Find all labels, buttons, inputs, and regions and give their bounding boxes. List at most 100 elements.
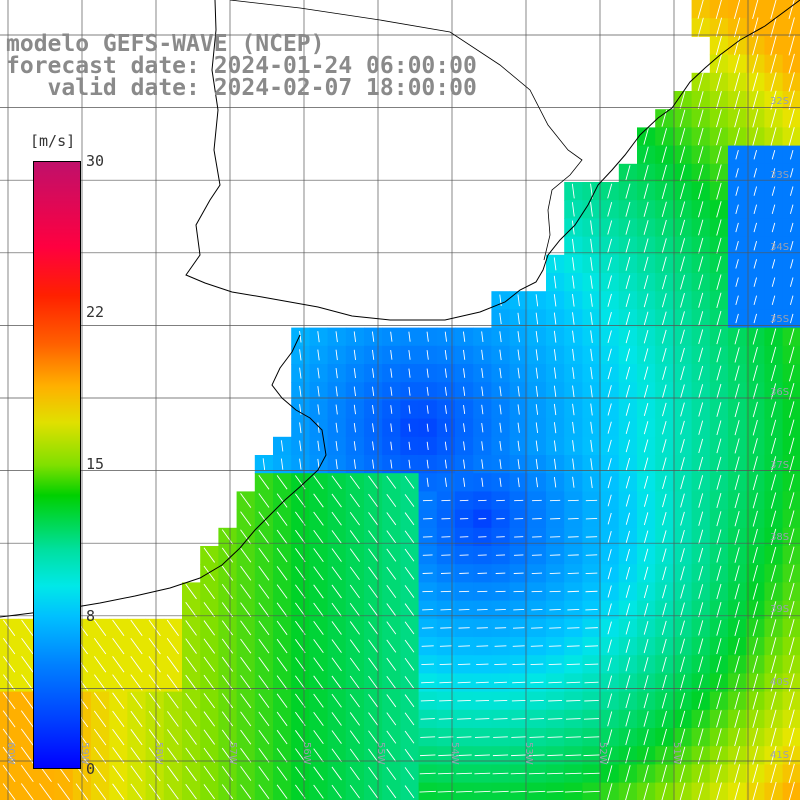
wind-arrow: [734, 764, 741, 783]
wind-arrow: [572, 330, 575, 343]
wind-arrow: [390, 368, 393, 378]
wind-arrow: [789, 168, 794, 178]
wind-arrow: [572, 367, 575, 379]
wind-arrow: [698, 420, 704, 435]
wind-arrow: [771, 277, 776, 287]
wind-arrow: [294, 784, 306, 799]
wind-arrow: [661, 584, 667, 599]
wind-arrow: [368, 639, 379, 653]
wind-arrow: [335, 349, 338, 361]
wind-arrow: [643, 566, 649, 580]
wind-arrow: [752, 127, 759, 146]
wind-arrow: [770, 510, 777, 527]
wind-arrow: [2, 783, 16, 800]
wind-arrow: [661, 183, 667, 199]
wind-arrow: [716, 583, 722, 600]
wind-arrow: [353, 404, 356, 415]
wind-arrow: [752, 547, 758, 564]
wind-arrow: [583, 754, 600, 757]
wind-arrow: [752, 474, 758, 491]
wind-arrow: [372, 368, 375, 378]
wind-arrow: [368, 548, 379, 562]
wind-arrow: [517, 386, 520, 397]
wind-arrow: [734, 547, 740, 563]
wind-arrow: [426, 477, 429, 487]
wind-arrow: [390, 441, 393, 451]
forecast-date: forecast date: 2024-01-24 06:00:00: [6, 53, 477, 79]
wind-arrow: [662, 457, 667, 471]
wind-arrow: [221, 602, 234, 618]
wind-arrow: [517, 404, 520, 415]
wind-arrow: [752, 0, 759, 20]
wind-arrow: [386, 785, 397, 799]
wind-arrow: [625, 783, 631, 800]
colorbar-tick-8: 8: [86, 607, 96, 625]
wind-arrow: [698, 384, 704, 399]
wind-arrow: [643, 220, 649, 235]
wind-arrow: [221, 529, 234, 545]
wind-arrow: [716, 656, 722, 673]
wind-arrow: [572, 421, 575, 434]
wind-arrow: [553, 312, 557, 325]
wind-arrow: [607, 711, 613, 727]
wind-arrow: [571, 257, 575, 271]
wind-arrow: [148, 783, 161, 800]
wind-arrow: [734, 710, 740, 728]
wind-arrow: [535, 385, 539, 397]
wind-arrow: [390, 459, 393, 469]
wind-arrow: [583, 772, 600, 775]
wind-arrow: [390, 386, 393, 396]
wind-arrow: [716, 692, 722, 710]
wind-arrow: [331, 639, 342, 653]
lon-label-58w: 58W: [153, 742, 164, 765]
wind-arrow: [679, 146, 686, 164]
wind-arrow: [240, 675, 252, 690]
wind-arrow: [529, 754, 545, 757]
wind-arrow: [625, 201, 631, 217]
wind-arrow: [258, 729, 270, 745]
wind-arrow: [625, 494, 631, 507]
wind-arrow: [770, 90, 777, 110]
wind-arrow: [789, 419, 795, 436]
wind-arrow: [313, 584, 324, 599]
wind-arrow: [752, 528, 758, 545]
wind-arrow: [789, 240, 794, 251]
wind-arrow: [444, 368, 447, 378]
wind-arrow: [770, 691, 777, 710]
river-plate-coast: [0, 334, 327, 618]
wind-arrow: [733, 0, 741, 20]
wind-arrow: [517, 422, 520, 433]
wind-arrow: [335, 459, 338, 470]
wind-arrow: [349, 712, 360, 726]
wind-arrow: [475, 718, 490, 720]
wind-arrow: [530, 645, 543, 647]
wind-arrow: [2, 764, 16, 783]
wind-arrow: [512, 681, 526, 684]
wind-arrow: [643, 165, 649, 181]
wind-arrow: [698, 292, 704, 308]
wind-arrow: [419, 790, 436, 793]
wind-arrow: [240, 784, 252, 800]
wind-arrow: [770, 619, 777, 637]
wind-arrow: [404, 566, 415, 580]
wind-arrow: [698, 511, 704, 526]
wind-arrow: [590, 476, 593, 489]
wind-arrow: [788, 582, 795, 601]
wind-arrow: [662, 402, 667, 417]
wind-arrow: [93, 692, 107, 709]
wind-arrow: [643, 439, 649, 453]
wind-arrow: [607, 765, 613, 782]
wind-arrow: [716, 109, 722, 128]
wind-arrow: [661, 274, 667, 290]
wind-arrow: [444, 405, 447, 414]
wind-arrow: [566, 663, 580, 666]
wind-arrow: [590, 202, 593, 217]
wind-arrow: [734, 474, 740, 490]
wind-arrow: [404, 712, 415, 726]
wind-arrow: [280, 440, 284, 452]
wind-arrow: [547, 718, 563, 720]
wind-arrow: [426, 386, 429, 396]
wind-arrow: [276, 602, 288, 617]
wind-arrow: [698, 438, 704, 454]
wind-arrow: [770, 492, 777, 509]
